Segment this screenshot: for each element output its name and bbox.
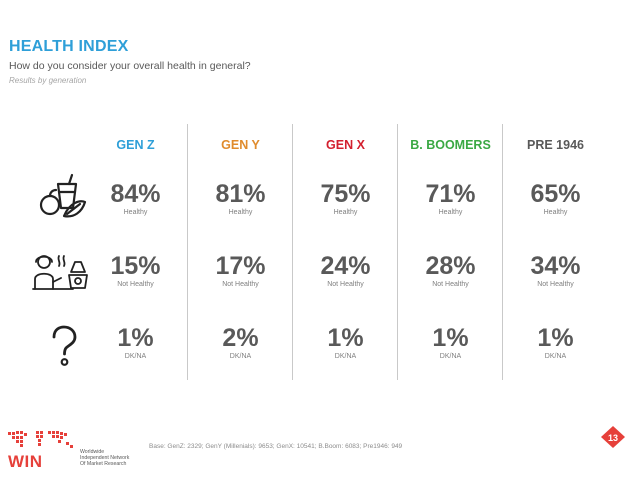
dkna-stat: 1% DK/NA xyxy=(293,324,398,360)
not-healthy-label: Not Healthy xyxy=(117,281,154,288)
dkna-label: DK/NA xyxy=(334,353,357,360)
healthy-stat: 65% Healthy xyxy=(503,180,608,216)
logo-subtitle-line: Independent Network xyxy=(80,455,130,461)
not-healthy-value: 17% xyxy=(215,252,266,280)
dkna-value: 1% xyxy=(432,324,469,352)
dkna-stat: 2% DK/NA xyxy=(188,324,293,360)
logo-subtitle: Worldwide Independent Network Of Market … xyxy=(80,449,129,467)
column-header: GEN Y xyxy=(221,138,260,152)
not-healthy-value: 34% xyxy=(530,252,581,280)
not-healthy-label: Not Healthy xyxy=(432,281,469,288)
logo-text: WIN xyxy=(8,452,43,471)
page-title: HEALTH INDEX xyxy=(9,38,129,55)
not-healthy-stat: 15% Not Healthy xyxy=(83,252,188,288)
not-healthy-stat: 17% Not Healthy xyxy=(188,252,293,288)
dkna-label: DK/NA xyxy=(124,353,147,360)
column-divider xyxy=(397,124,398,380)
logo-subtitle-line: Worldwide xyxy=(80,449,105,455)
page-number: 13 xyxy=(607,433,618,443)
healthy-stat: 81% Healthy xyxy=(188,180,293,216)
column-pre-1946: PRE 1946 65% Healthy 34% Not Healthy 1% … xyxy=(503,124,608,380)
win-logo-map-icon xyxy=(8,431,73,448)
not-healthy-label: Not Healthy xyxy=(222,281,259,288)
not-healthy-stat: 34% Not Healthy xyxy=(503,252,608,288)
column-divider xyxy=(292,124,293,380)
healthy-label: Healthy xyxy=(543,209,568,216)
not-healthy-label: Not Healthy xyxy=(537,281,574,288)
question-mark-icon xyxy=(52,325,77,366)
healthy-stat: 84% Healthy xyxy=(83,180,188,216)
healthy-value: 81% xyxy=(215,180,266,208)
column-divider xyxy=(187,124,188,380)
healthy-value: 84% xyxy=(110,180,161,208)
healthy-food-icon xyxy=(39,173,87,218)
column-header: PRE 1946 xyxy=(527,138,584,152)
column-gen-z: GEN Z 84% Healthy 15% Not Healthy 1% DK/… xyxy=(83,124,188,380)
not-healthy-value: 15% xyxy=(110,252,161,280)
footer-base-note: Base: GenZ: 2329; GenY (Millenials): 965… xyxy=(149,443,403,450)
healthy-stat: 75% Healthy xyxy=(293,180,398,216)
column-gen-y: GEN Y 81% Healthy 17% Not Healthy 2% DK/… xyxy=(188,124,293,380)
dkna-stat: 1% DK/NA xyxy=(503,324,608,360)
dkna-stat: 1% DK/NA xyxy=(83,324,188,360)
dkna-value: 1% xyxy=(537,324,574,352)
column-header: GEN X xyxy=(326,138,365,152)
not-healthy-label: Not Healthy xyxy=(327,281,364,288)
not-healthy-stat: 24% Not Healthy xyxy=(293,252,398,288)
not-healthy-value: 28% xyxy=(425,252,476,280)
dkna-label: DK/NA xyxy=(439,353,462,360)
dkna-value: 1% xyxy=(327,324,364,352)
column-baby-boomers: B. BOOMERS 71% Healthy 28% Not Healthy 1… xyxy=(398,124,503,380)
column-gen-x: GEN X 75% Healthy 24% Not Healthy 1% DK/… xyxy=(293,124,398,380)
unhealthy-lifestyle-icon xyxy=(32,255,88,290)
healthy-label: Healthy xyxy=(438,209,463,216)
logo-subtitle-line: Of Market Research xyxy=(80,461,127,467)
dkna-label: DK/NA xyxy=(544,353,567,360)
dkna-stat: 1% DK/NA xyxy=(398,324,503,360)
page-note: Results by generation xyxy=(9,76,87,85)
healthy-value: 71% xyxy=(425,180,476,208)
healthy-value: 65% xyxy=(530,180,581,208)
dkna-value: 2% xyxy=(222,324,259,352)
healthy-label: Healthy xyxy=(333,209,358,216)
page-number-badge xyxy=(601,426,625,448)
healthy-value: 75% xyxy=(320,180,371,208)
not-healthy-stat: 28% Not Healthy xyxy=(398,252,503,288)
dkna-value: 1% xyxy=(117,324,154,352)
not-healthy-value: 24% xyxy=(320,252,371,280)
column-divider xyxy=(502,124,503,380)
page-subtitle: How do you consider your overall health … xyxy=(9,60,251,72)
column-header: GEN Z xyxy=(116,138,155,152)
healthy-stat: 71% Healthy xyxy=(398,180,503,216)
healthy-label: Healthy xyxy=(123,209,148,216)
column-header: B. BOOMERS xyxy=(410,138,491,152)
healthy-label: Healthy xyxy=(228,209,253,216)
dkna-label: DK/NA xyxy=(229,353,252,360)
